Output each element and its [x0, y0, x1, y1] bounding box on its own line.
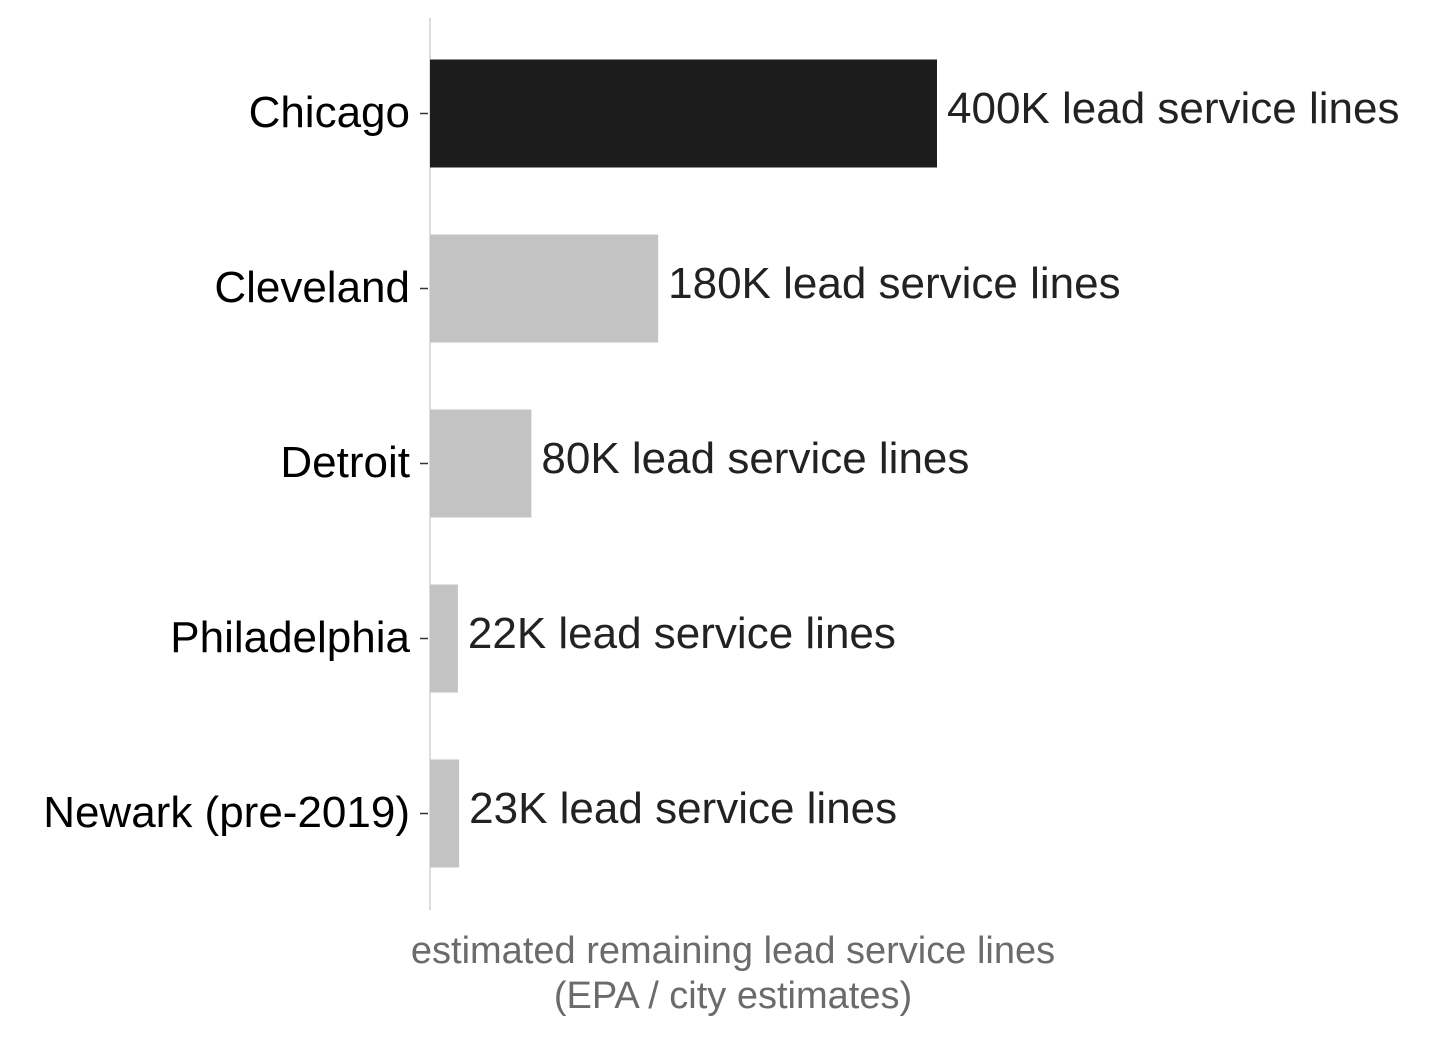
- value-label: 180K lead service lines: [668, 259, 1120, 308]
- x-axis-label: estimated remaining lead service lines: [411, 930, 1055, 972]
- value-label: 22K lead service lines: [468, 609, 896, 658]
- bar: [430, 584, 458, 693]
- bar: [430, 759, 460, 868]
- x-axis-label: (EPA / city estimates): [554, 975, 912, 1017]
- y-tick-label: Detroit: [280, 438, 410, 487]
- bar: [430, 409, 532, 518]
- bar: [430, 234, 659, 343]
- y-tick-label: Chicago: [249, 88, 410, 137]
- y-tick-label: Philadelphia: [170, 613, 410, 662]
- value-label: 80K lead service lines: [541, 434, 969, 483]
- value-label: 23K lead service lines: [469, 784, 897, 833]
- value-label: 400K lead service lines: [947, 84, 1399, 133]
- bar: [430, 59, 937, 168]
- y-tick-label: Cleveland: [214, 263, 410, 312]
- y-tick-label: Newark (pre-2019): [43, 788, 410, 837]
